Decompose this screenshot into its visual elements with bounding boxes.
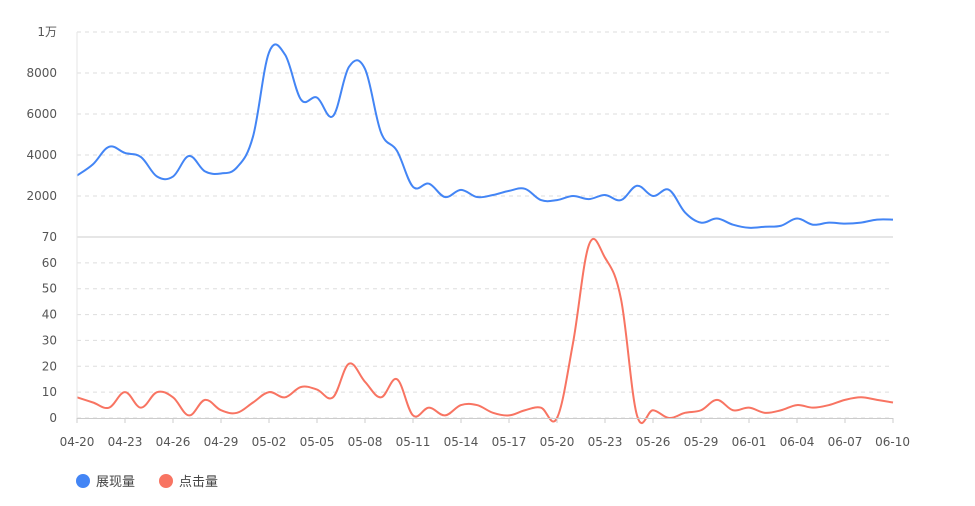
y-tick-label: 50 [42, 282, 57, 296]
legend-label-clicks: 点击量 [179, 475, 219, 490]
y-tick-label: 10 [42, 385, 57, 399]
legend-marker-icon [159, 473, 174, 488]
y-tick-label: 8000 [26, 66, 57, 80]
y-tick-label: 30 [42, 333, 57, 347]
x-tick-label: 05-08 [348, 435, 383, 449]
x-tick-label: 06-07 [828, 435, 863, 449]
x-tick-label: 05-29 [684, 435, 719, 449]
x-tick-label: 05-20 [540, 435, 575, 449]
x-tick-label: 05-26 [636, 435, 671, 449]
series-line-impressions [76, 43, 894, 229]
x-tick-label: 06-04 [780, 435, 815, 449]
series-line-clicks [76, 237, 894, 424]
x-tick-label: 06-01 [732, 435, 767, 449]
y-tick-label: 4000 [26, 148, 57, 162]
y-tick-label: 1万 [37, 25, 57, 39]
y-tick-label: 70 [42, 230, 57, 244]
x-tick-label: 05-11 [396, 435, 431, 449]
y-tick-label: 2000 [26, 189, 57, 203]
y-tick-label: 20 [42, 359, 57, 373]
legend-item-clicks[interactable]: 点击量 [159, 471, 218, 490]
legend-marker-icon [76, 473, 90, 488]
x-tick-label: 05-23 [588, 435, 623, 449]
legend-item-impressions[interactable]: 展现量 [76, 471, 135, 490]
x-tick-label: 05-17 [492, 435, 527, 449]
legend-label-impressions: 展现量 [96, 475, 136, 490]
x-tick-label: 04-23 [108, 435, 143, 449]
x-tick-label: 04-29 [204, 435, 239, 449]
y-tick-label: 6000 [26, 107, 57, 121]
y-tick-label: 60 [42, 256, 57, 270]
x-tick-label: 05-05 [300, 435, 335, 449]
x-tick-label: 06-10 [875, 435, 910, 449]
y-tick-label: 40 [42, 308, 57, 322]
x-tick-label: 05-14 [444, 435, 479, 449]
x-tick-label: 05-02 [252, 435, 287, 449]
x-tick-label: 04-20 [60, 435, 95, 449]
chart-legend: 展现量 点击量 [76, 471, 218, 490]
y-tick-label: 0 [49, 411, 57, 425]
x-tick-label: 04-26 [156, 435, 191, 449]
